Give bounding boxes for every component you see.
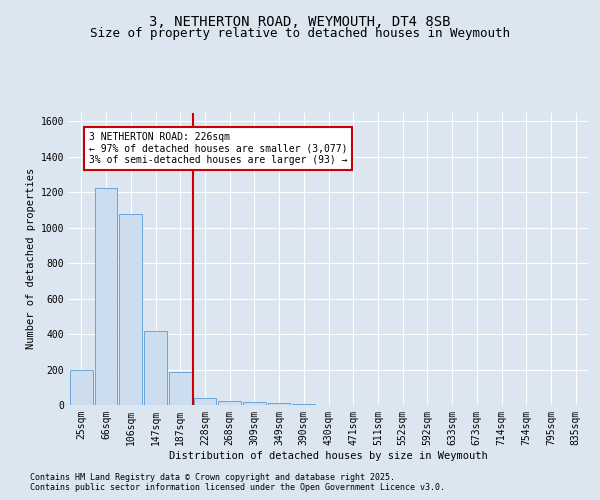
Bar	[95, 188, 118, 405]
Bar	[218, 400, 241, 405]
Text: Contains public sector information licensed under the Open Government Licence v3: Contains public sector information licen…	[30, 484, 445, 492]
Text: 3, NETHERTON ROAD, WEYMOUTH, DT4 8SB: 3, NETHERTON ROAD, WEYMOUTH, DT4 8SB	[149, 15, 451, 29]
Bar	[268, 403, 290, 405]
Bar	[144, 332, 167, 405]
Bar	[119, 214, 142, 405]
Bar	[169, 372, 191, 405]
Y-axis label: Number of detached properties: Number of detached properties	[26, 168, 37, 350]
Bar	[70, 370, 93, 405]
Bar	[292, 404, 315, 405]
Bar	[243, 402, 266, 405]
Text: Contains HM Land Registry data © Crown copyright and database right 2025.: Contains HM Land Registry data © Crown c…	[30, 472, 395, 482]
Text: 3 NETHERTON ROAD: 226sqm
← 97% of detached houses are smaller (3,077)
3% of semi: 3 NETHERTON ROAD: 226sqm ← 97% of detach…	[89, 132, 347, 165]
Text: Size of property relative to detached houses in Weymouth: Size of property relative to detached ho…	[90, 28, 510, 40]
X-axis label: Distribution of detached houses by size in Weymouth: Distribution of detached houses by size …	[169, 450, 488, 460]
Bar	[194, 398, 216, 405]
